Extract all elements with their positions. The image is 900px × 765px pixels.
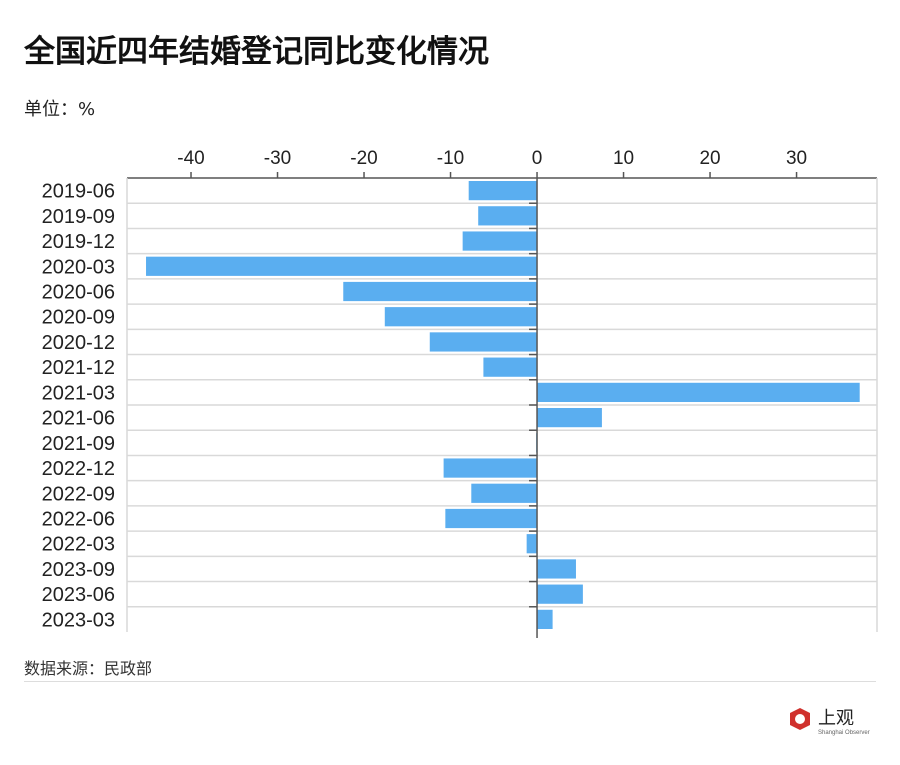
- category-label: 2023-09: [42, 559, 115, 581]
- x-tick-label: 10: [613, 148, 634, 169]
- category-label: 2021-03: [42, 382, 115, 404]
- shanghai-observer-logo: 上观 Shanghai Observer: [782, 700, 882, 740]
- category-label: 2020-09: [42, 307, 115, 329]
- x-tick-label: 0: [532, 148, 543, 169]
- x-tick-label: -20: [350, 148, 377, 169]
- logo-subtext: Shanghai Observer: [818, 730, 870, 736]
- bar-2020-03: [146, 256, 538, 276]
- x-tick-label: 20: [699, 148, 720, 169]
- category-label: 2022-03: [42, 534, 115, 556]
- bar-2021-12: [483, 357, 538, 377]
- bar-2020-12: [429, 332, 538, 352]
- category-label: 2019-06: [42, 181, 115, 203]
- bar-2022-12: [443, 458, 538, 478]
- bar-2021-06: [537, 408, 602, 428]
- category-label: 2022-12: [42, 458, 115, 480]
- category-label: 2023-06: [42, 584, 115, 606]
- source-note: 数据来源：民政部: [24, 659, 153, 678]
- bar-2020-06: [343, 281, 538, 302]
- bar-2019-06: [468, 181, 538, 201]
- bar-2023-09: [537, 559, 576, 579]
- logo-text: 上观: [818, 708, 854, 728]
- category-label: 2022-09: [42, 483, 115, 505]
- category-label: 2020-06: [42, 282, 115, 304]
- category-label: 2019-12: [42, 231, 115, 253]
- divider: [24, 681, 876, 682]
- category-label: 2021-06: [42, 408, 115, 430]
- bar-2019-12: [462, 231, 538, 251]
- unit-label: 单位：%: [24, 99, 96, 120]
- category-label: 2022-06: [42, 509, 115, 531]
- category-label: 2020-03: [42, 256, 115, 278]
- chart-title: 全国近四年结婚登记同比变化情况: [24, 34, 489, 70]
- bar-2022-06: [445, 508, 538, 529]
- category-label: 2023-03: [42, 609, 115, 631]
- bar-2020-09: [384, 307, 538, 327]
- bar-2022-03: [526, 534, 538, 554]
- category-label: 2021-12: [42, 357, 115, 379]
- x-tick-label: -10: [437, 148, 464, 169]
- category-label: 2019-09: [42, 206, 115, 228]
- bar-2021-03: [537, 382, 860, 402]
- bar-2023-06: [537, 584, 583, 604]
- x-tick-label: -40: [177, 148, 204, 169]
- bar-2019-09: [478, 206, 538, 226]
- bar-chart: -40 -30 -20 -10 0 10 20 30 2019-06 2019-09 2019-12…: [42, 148, 878, 638]
- bar-2022-09: [471, 483, 538, 503]
- x-tick-label: 30: [786, 148, 807, 169]
- bar-2023-03: [537, 609, 553, 629]
- x-tick-label: -30: [264, 148, 291, 169]
- category-label: 2021-09: [42, 433, 115, 455]
- category-label: 2020-12: [42, 332, 115, 354]
